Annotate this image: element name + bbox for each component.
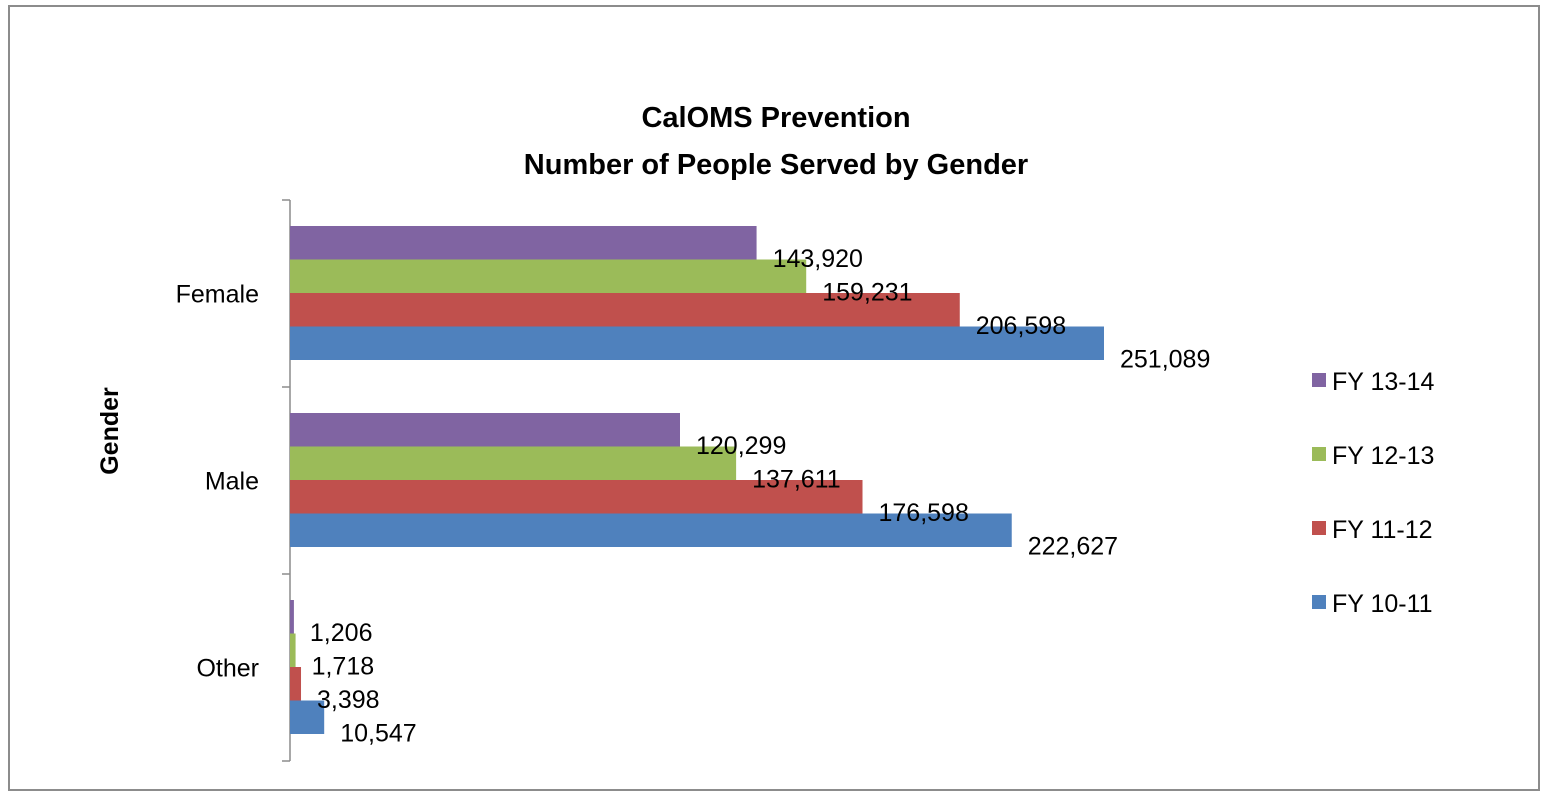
- data-label-male-fy-12-13: 137,611: [752, 465, 841, 493]
- bar-female-fy-11-12: [290, 293, 960, 327]
- y-axis-title: Gender: [96, 387, 124, 475]
- data-label-male-fy-13-14: 120,299: [696, 432, 786, 460]
- chart-title-line-1: CalOMS Prevention: [641, 102, 910, 134]
- bar-other-fy-10-11: [290, 700, 325, 734]
- bar-female-fy-10-11: [290, 326, 1104, 360]
- chart-frame: [8, 5, 1540, 791]
- bar-male-fy-11-12: [290, 480, 863, 514]
- data-label-female-fy-13-14: 143,920: [773, 245, 863, 273]
- data-label-other-fy-13-14: 1,206: [310, 619, 373, 647]
- data-label-female-fy-10-11: 251,089: [1120, 345, 1210, 373]
- data-label-other-fy-10-11: 10,547: [340, 719, 416, 747]
- y-axis: [282, 199, 291, 762]
- bar-male-fy-10-11: [290, 513, 1012, 547]
- data-label-male-fy-11-12: 176,598: [879, 499, 969, 527]
- category-label-female: Female: [176, 281, 259, 309]
- bar-male-fy-12-13: [290, 446, 737, 480]
- category-label-male: Male: [205, 468, 259, 496]
- legend-swatch-fy-12-13: [1312, 447, 1326, 461]
- legend-label-fy-13-14: FY 13-14: [1332, 368, 1434, 396]
- data-label-male-fy-10-11: 222,627: [1028, 532, 1118, 560]
- legend-label-fy-10-11: FY 10-11: [1332, 590, 1433, 618]
- bar-other-fy-12-13: [290, 633, 296, 667]
- bar-female-fy-13-14: [290, 226, 757, 260]
- legend-swatch-fy-13-14: [1312, 373, 1326, 387]
- bar-other-fy-13-14: [290, 600, 294, 634]
- data-label-female-fy-12-13: 159,231: [822, 278, 912, 306]
- data-label-other-fy-12-13: 1,718: [312, 652, 375, 680]
- bar-male-fy-13-14: [290, 413, 680, 447]
- bar-female-fy-12-13: [290, 259, 807, 293]
- legend: FY 13-14 FY 12-13 FY 11-12 FY 10-11: [1312, 368, 1434, 618]
- bars: [290, 226, 1104, 734]
- category-label-other: Other: [196, 655, 259, 683]
- data-label-female-fy-11-12: 206,598: [976, 312, 1066, 340]
- legend-swatch-fy-11-12: [1312, 521, 1326, 535]
- bar-other-fy-11-12: [290, 667, 302, 701]
- data-label-other-fy-11-12: 3,398: [317, 686, 380, 714]
- data-labels: Female 143,920 159,231 206,598 251,089 Male 12…: [176, 245, 1211, 748]
- legend-label-fy-12-13: FY 12-13: [1332, 442, 1434, 470]
- legend-swatch-fy-10-11: [1312, 595, 1326, 609]
- legend-label-fy-11-12: FY 11-12: [1332, 516, 1433, 544]
- chart-title-line-2: Number of People Served by Gender: [524, 149, 1028, 181]
